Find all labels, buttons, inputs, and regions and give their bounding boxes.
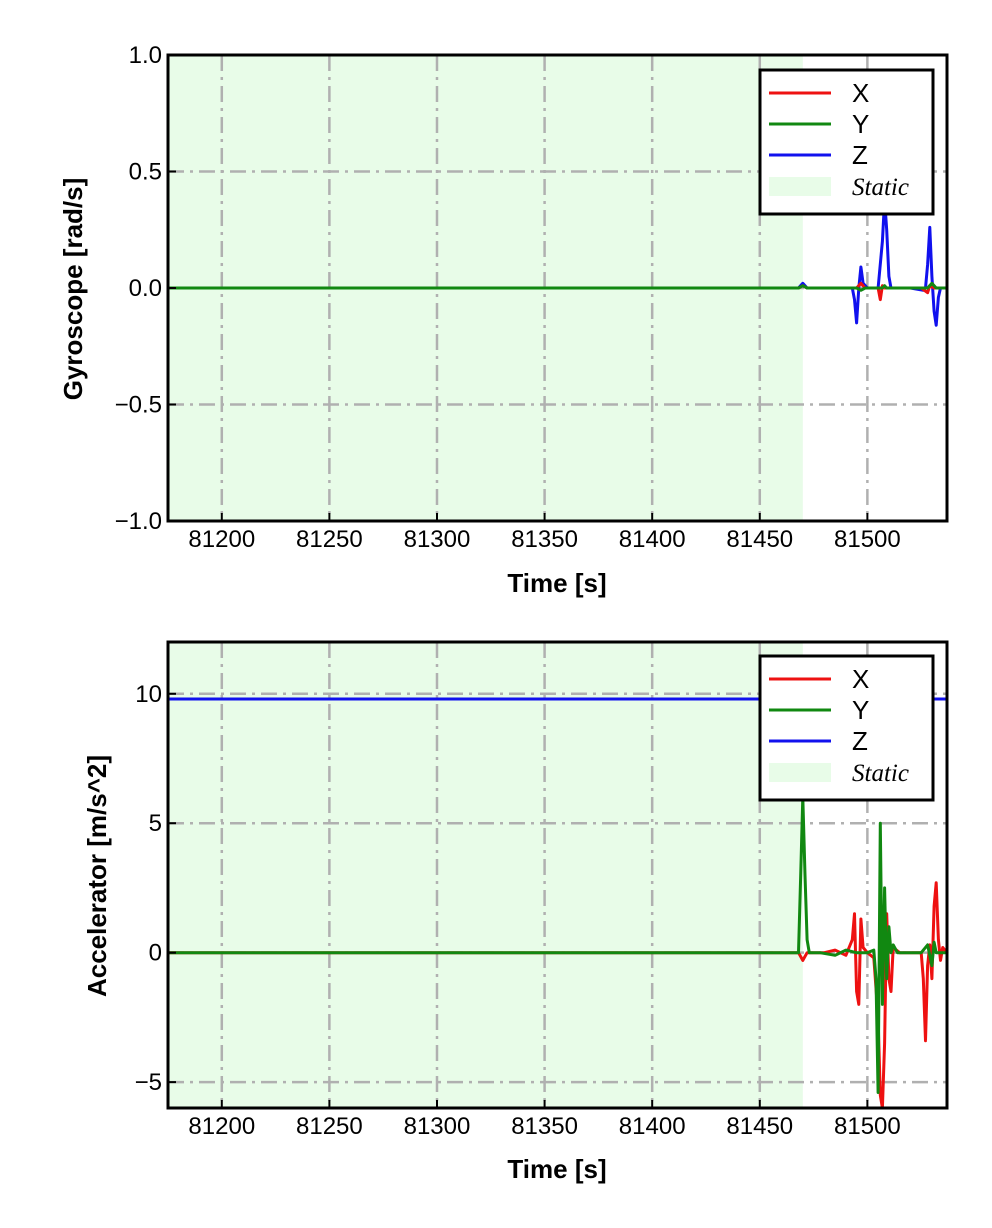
plot-frame [166,640,949,1110]
legend-label-y: Y [852,109,869,139]
y-axis-title: Gyroscope [rad/s] [58,178,88,401]
gyroscope-panel: 81200 81250 81300 81350 81400 81450 81500 1.0 0… [58,42,949,598]
x-tick-label: 81200 [188,1113,255,1140]
legend-label-static: Static [852,760,909,787]
legend: X Y Z Static [758,654,935,802]
x-tick-label: 81300 [404,526,471,553]
x-axis-title: Time [s] [507,1154,606,1184]
x-tick-label: 81300 [404,1113,471,1140]
y-tick-label: −1.0 [115,508,162,535]
tick-marks [168,692,869,1108]
tick-marks [168,54,869,522]
x-tick-label: 81400 [619,1113,686,1140]
x-tick-label: 81200 [188,526,255,553]
legend-swatch-static [769,177,831,196]
accelerator-panel: 81200 81250 81300 81350 81400 81450 81500 10 5 0… [82,640,949,1184]
x-tick-label: 81450 [726,1113,793,1140]
x-tick-labels: 81200 81250 81300 81350 81400 81450 81500 [188,1113,900,1140]
y-tick-label: 5 [149,810,162,837]
legend: X Y Z Static [758,68,935,216]
legend-swatch-static [769,763,831,782]
x-tick-label: 81250 [296,1113,363,1140]
y-tick-label: 0.5 [129,159,162,186]
x-tick-label: 81450 [726,526,793,553]
y-tick-label: 1.0 [129,42,162,69]
legend-label-x: X [852,78,869,108]
series-line-x [166,881,949,1110]
x-tick-label: 81400 [619,526,686,553]
x-tick-label: 81500 [834,1113,901,1140]
x-tick-label: 81250 [296,526,363,553]
x-tick-label: 81500 [834,526,901,553]
legend-label-static: Static [852,174,909,201]
x-axis-title: Time [s] [507,568,606,598]
y-tick-label: 0.0 [129,275,162,302]
y-tick-label: −0.5 [115,392,162,419]
series-line-y [166,281,949,292]
static-region-band [168,642,803,1108]
x-tick-labels: 81200 81250 81300 81350 81400 81450 81500 [188,526,900,553]
legend-label-x: X [852,664,869,694]
legend-label-z: Z [852,140,868,170]
y-tick-labels: 1.0 0.5 0.0 −0.5 −1.0 [115,42,162,535]
y-tick-label: 0 [149,940,162,967]
x-tick-label: 81350 [511,1113,578,1140]
x-tick-label: 81350 [511,526,578,553]
series-line-y [166,795,949,1094]
y-tick-label: 10 [135,681,162,708]
y-tick-label: −5 [135,1069,162,1096]
legend-label-y: Y [852,695,869,725]
y-axis-title: Accelerator [m/s^2] [82,755,112,997]
legend-label-z: Z [852,726,868,756]
y-tick-labels: 10 5 0 −5 [135,681,162,1096]
